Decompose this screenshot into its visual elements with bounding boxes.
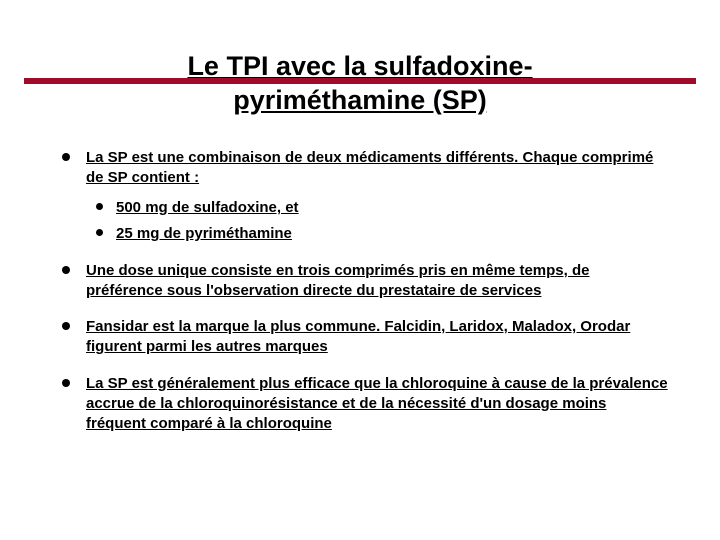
bullet-text: La SP est une combinaison de deux médica… xyxy=(86,149,653,186)
bullet-text: La SP est généralement plus efficace que… xyxy=(86,375,668,433)
title-line-1: Le TPI avec la sulfadoxine- xyxy=(187,51,532,81)
bullet-text: Fansidar est la marque la plus commune. … xyxy=(86,318,630,355)
sub-bullet-text: 500 mg de sulfadoxine, et xyxy=(116,199,299,216)
bullet-text: Une dose unique consiste en trois compri… xyxy=(86,262,589,299)
sub-bullet-text: 25 mg de pyriméthamine xyxy=(116,225,292,242)
bullet-item: Fansidar est la marque la plus commune. … xyxy=(50,317,670,358)
sub-bullet-item: 500 mg de sulfadoxine, et xyxy=(86,198,670,218)
title-line-2: pyriméthamine (SP) xyxy=(233,85,487,115)
bullet-item: Une dose unique consiste en trois compri… xyxy=(50,261,670,302)
top-rule xyxy=(24,78,696,84)
bullet-item: La SP est une combinaison de deux médica… xyxy=(50,148,670,245)
content-area: La SP est une combinaison de deux médica… xyxy=(50,148,670,435)
sub-bullet-item: 25 mg de pyriméthamine xyxy=(86,224,670,244)
sub-bullet-list: 500 mg de sulfadoxine, et 25 mg de pyrim… xyxy=(86,198,670,245)
bullet-list: La SP est une combinaison de deux médica… xyxy=(50,148,670,435)
bullet-item: La SP est généralement plus efficace que… xyxy=(50,374,670,435)
